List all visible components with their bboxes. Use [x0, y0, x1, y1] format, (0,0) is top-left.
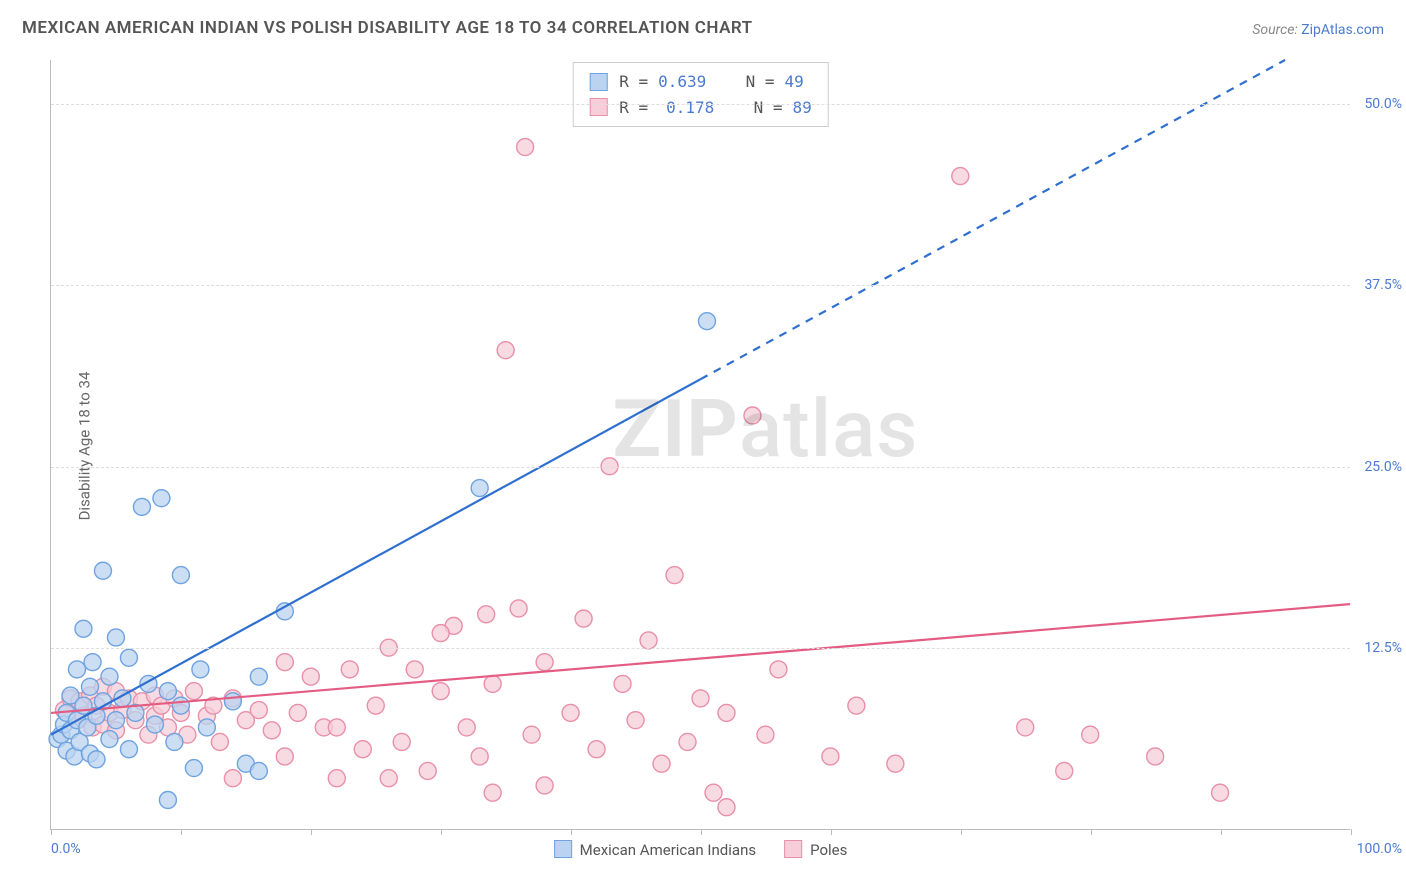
scatter-svg — [51, 60, 1350, 829]
x-tick-mark — [961, 829, 962, 835]
x-tick-mark — [571, 829, 572, 835]
gridline-h — [51, 104, 1350, 105]
source-attribution: Source: ZipAtlas.com — [1252, 22, 1384, 38]
x-tick-mark — [1221, 829, 1222, 835]
stats-n-1: 49 — [784, 69, 803, 95]
legend-label-1: Mexican American Indians — [580, 841, 756, 859]
stats-r-label: R = — [619, 69, 648, 95]
x-tick-mark — [441, 829, 442, 835]
y-tick-label: 50.0% — [1364, 96, 1402, 112]
stats-swatch-2 — [589, 98, 607, 116]
stats-r-label-2: R = — [619, 95, 648, 121]
x-tick-mark — [701, 829, 702, 835]
gridline-h — [51, 285, 1350, 286]
x-tick-mark — [51, 829, 52, 835]
stats-r-1: 0.639 — [658, 69, 706, 95]
x-tick-mark — [181, 829, 182, 835]
y-tick-label: 12.5% — [1364, 640, 1402, 656]
stats-n-2: 89 — [792, 95, 811, 121]
legend-item-2: Poles — [784, 840, 847, 859]
stats-swatch-1 — [589, 73, 607, 91]
legend-label-2: Poles — [810, 841, 847, 859]
plot-area: ZIPatlas R = 0.639 N = 49 R = 0.178 N = … — [50, 60, 1350, 830]
gridline-h — [51, 648, 1350, 649]
stats-row-2: R = 0.178 N = 89 — [589, 95, 812, 121]
y-tick-label: 37.5% — [1364, 277, 1402, 293]
source-value: ZipAtlas.com — [1301, 22, 1384, 38]
legend-swatch-2 — [784, 840, 802, 858]
stats-n-label: N = — [746, 69, 775, 95]
source-label: Source: — [1252, 22, 1301, 38]
legend-swatch-1 — [554, 840, 572, 858]
legend: Mexican American Indians Poles — [554, 840, 848, 859]
x-tick-mark — [1351, 829, 1352, 835]
gridline-h — [51, 467, 1350, 468]
stats-n-label-2: N = — [754, 95, 783, 121]
stats-r-2: 0.178 — [658, 95, 714, 121]
chart-title: MEXICAN AMERICAN INDIAN VS POLISH DISABI… — [22, 18, 753, 38]
stats-row-1: R = 0.639 N = 49 — [589, 69, 812, 95]
x-tick-mark — [831, 829, 832, 835]
y-tick-label: 25.0% — [1364, 459, 1402, 475]
x-tick-min: 0.0% — [51, 841, 81, 857]
chart-page: MEXICAN AMERICAN INDIAN VS POLISH DISABI… — [0, 0, 1406, 892]
x-tick-max: 100.0% — [1357, 841, 1402, 857]
stats-box: R = 0.639 N = 49 R = 0.178 N = 89 — [572, 62, 829, 127]
x-tick-mark — [311, 829, 312, 835]
x-tick-mark — [1091, 829, 1092, 835]
legend-item-1: Mexican American Indians — [554, 840, 756, 859]
